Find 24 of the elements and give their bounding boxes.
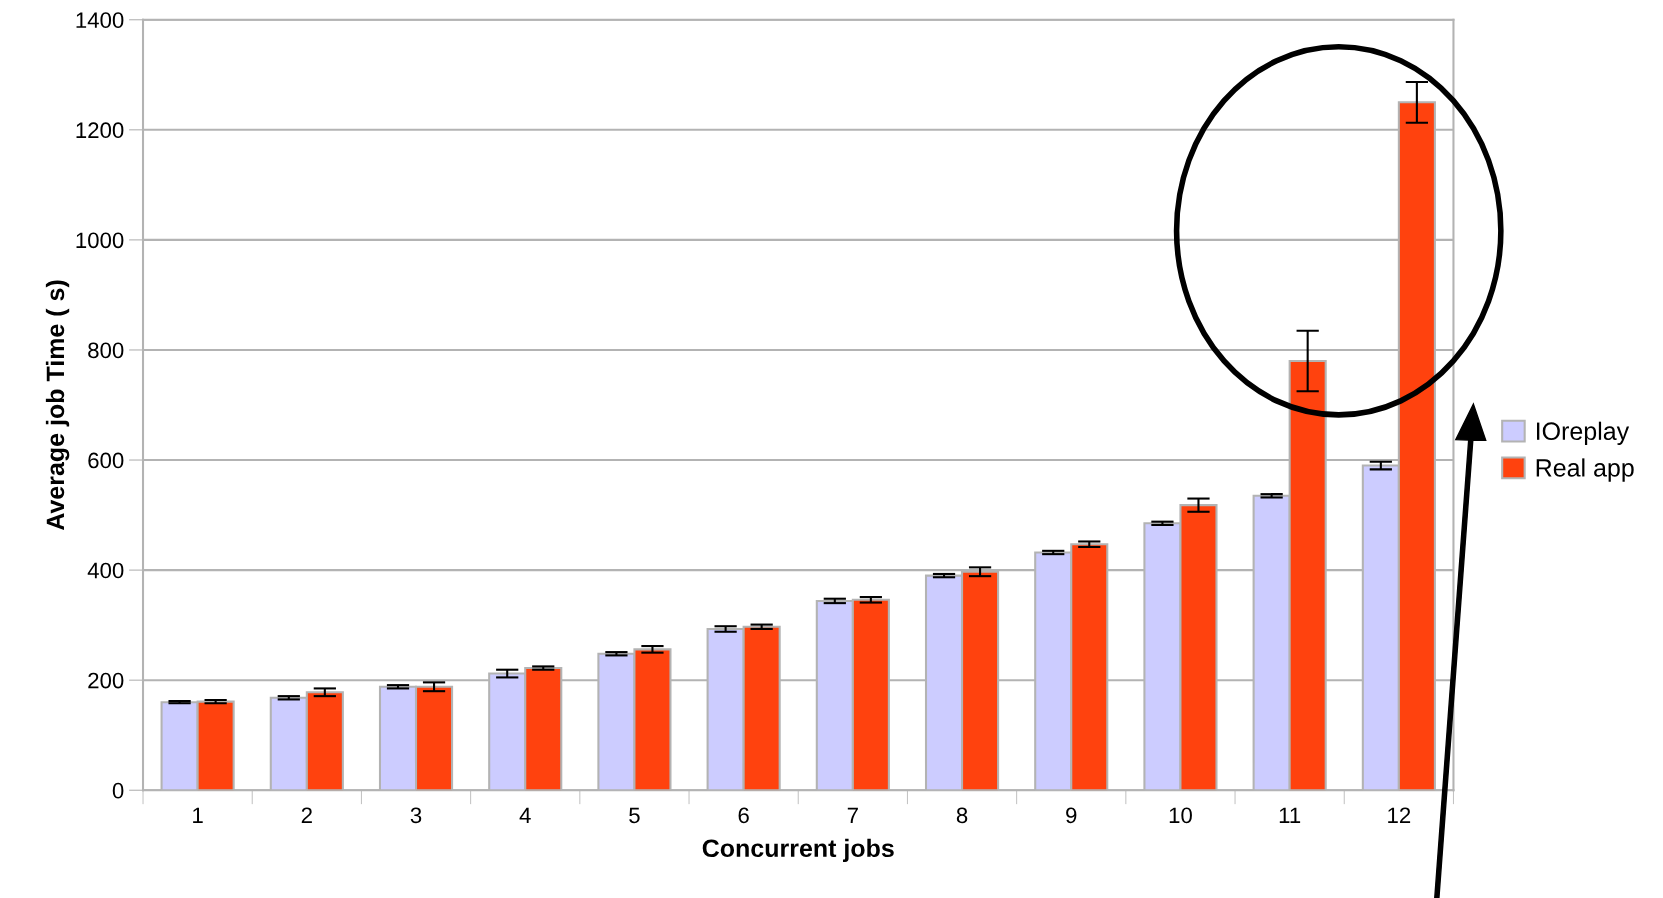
y-tick-label: 0 [112, 782, 124, 799]
x-tick-label: 12 [1388, 807, 1411, 824]
y-axis-title: Average job Time ( s) [45, 280, 70, 531]
y-tick-label: 400 [87, 562, 124, 579]
y-tick-label: 1400 [76, 12, 124, 29]
y-tick-label: 800 [88, 342, 124, 359]
x-axis-title: Concurrent jobs [702, 838, 894, 863]
legend-label: IOreplay [1536, 421, 1630, 445]
x-tick-label: 9 [1066, 807, 1077, 824]
x-tick-label: 7 [847, 807, 858, 824]
x-tick-label: 3 [410, 807, 422, 824]
x-tick-label: 1 [193, 807, 203, 824]
x-tick-label: 6 [738, 807, 749, 824]
x-tick-label: 11 [1279, 807, 1301, 824]
x-tick-label: 2 [301, 807, 312, 824]
y-tick-label: 1200 [76, 122, 124, 139]
y-tick-label: 600 [88, 452, 124, 469]
legend-label: Real app [1536, 458, 1634, 482]
y-tick-label: 200 [88, 672, 124, 689]
x-tick-label: 10 [1169, 807, 1192, 824]
x-tick-label: 8 [956, 807, 968, 824]
x-tick-label: 5 [629, 807, 640, 824]
y-tick-label: 1000 [76, 232, 124, 249]
x-tick-label: 4 [519, 807, 531, 824]
